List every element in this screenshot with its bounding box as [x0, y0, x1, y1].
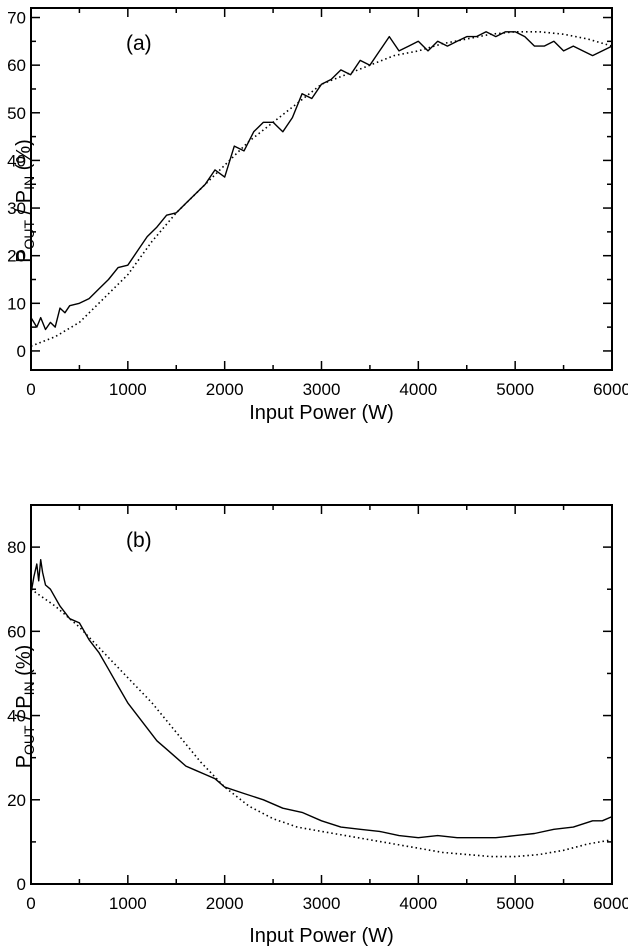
x-tick-label: 3000	[303, 380, 341, 399]
y-tick-label: 20	[7, 791, 26, 810]
x-tick-label: 1000	[109, 380, 147, 399]
y-axis-title: POUT / PIN (%)	[13, 139, 37, 263]
y-tick-label: 0	[17, 875, 26, 894]
x-tick-label: 2000	[206, 894, 244, 913]
y-tick-label: 40	[7, 151, 26, 170]
chart-panel-a: 0 1000 2000 3000 4000 5000 6000 0 10 20 30 40 50 60 70…	[7, 7, 628, 424]
chart-panel-b: 0 1000 2000 3000 4000 5000 6000 0 20 40 60 80 (b) Inp…	[7, 504, 628, 947]
panel-label: (b)	[126, 529, 152, 552]
x-tick-label: 0	[26, 380, 35, 399]
y-tick-label: 50	[7, 104, 26, 123]
y-tick-label: 70	[7, 9, 26, 28]
series-line-dotted	[30, 588, 613, 858]
y-tick-label: 10	[7, 294, 26, 313]
plot-frame	[30, 7, 613, 371]
x-tick-label: 3000	[303, 894, 341, 913]
y-axis-title: POUT / PIN (%)	[13, 645, 37, 769]
x-tick-label: 4000	[399, 894, 437, 913]
x-tick-label: 5000	[496, 380, 534, 399]
x-axis-title: Input Power (W)	[249, 925, 393, 947]
plot-frame	[30, 504, 613, 885]
y-tick-label: 80	[7, 538, 26, 557]
x-tick-label: 5000	[496, 894, 534, 913]
x-tick-label: 1000	[109, 894, 147, 913]
x-tick-label: 2000	[206, 380, 244, 399]
x-tick-label: 0	[26, 894, 35, 913]
y-tick-label: 0	[17, 342, 26, 361]
y-tick-label: 60	[7, 622, 26, 641]
panel-label: (a)	[126, 32, 152, 55]
y-tick-label: 30	[7, 199, 26, 218]
x-tick-label: 6000	[593, 894, 628, 913]
x-axis-title: Input Power (W)	[249, 402, 393, 424]
y-tick-label: 60	[7, 56, 26, 75]
x-tick-label: 4000	[399, 380, 437, 399]
series-line-dotted	[30, 31, 613, 347]
y-tick-label: 20	[7, 247, 26, 266]
x-tick-label: 6000	[593, 380, 628, 399]
y-tick-label: 40	[7, 707, 26, 726]
series-line-solid	[30, 559, 613, 839]
